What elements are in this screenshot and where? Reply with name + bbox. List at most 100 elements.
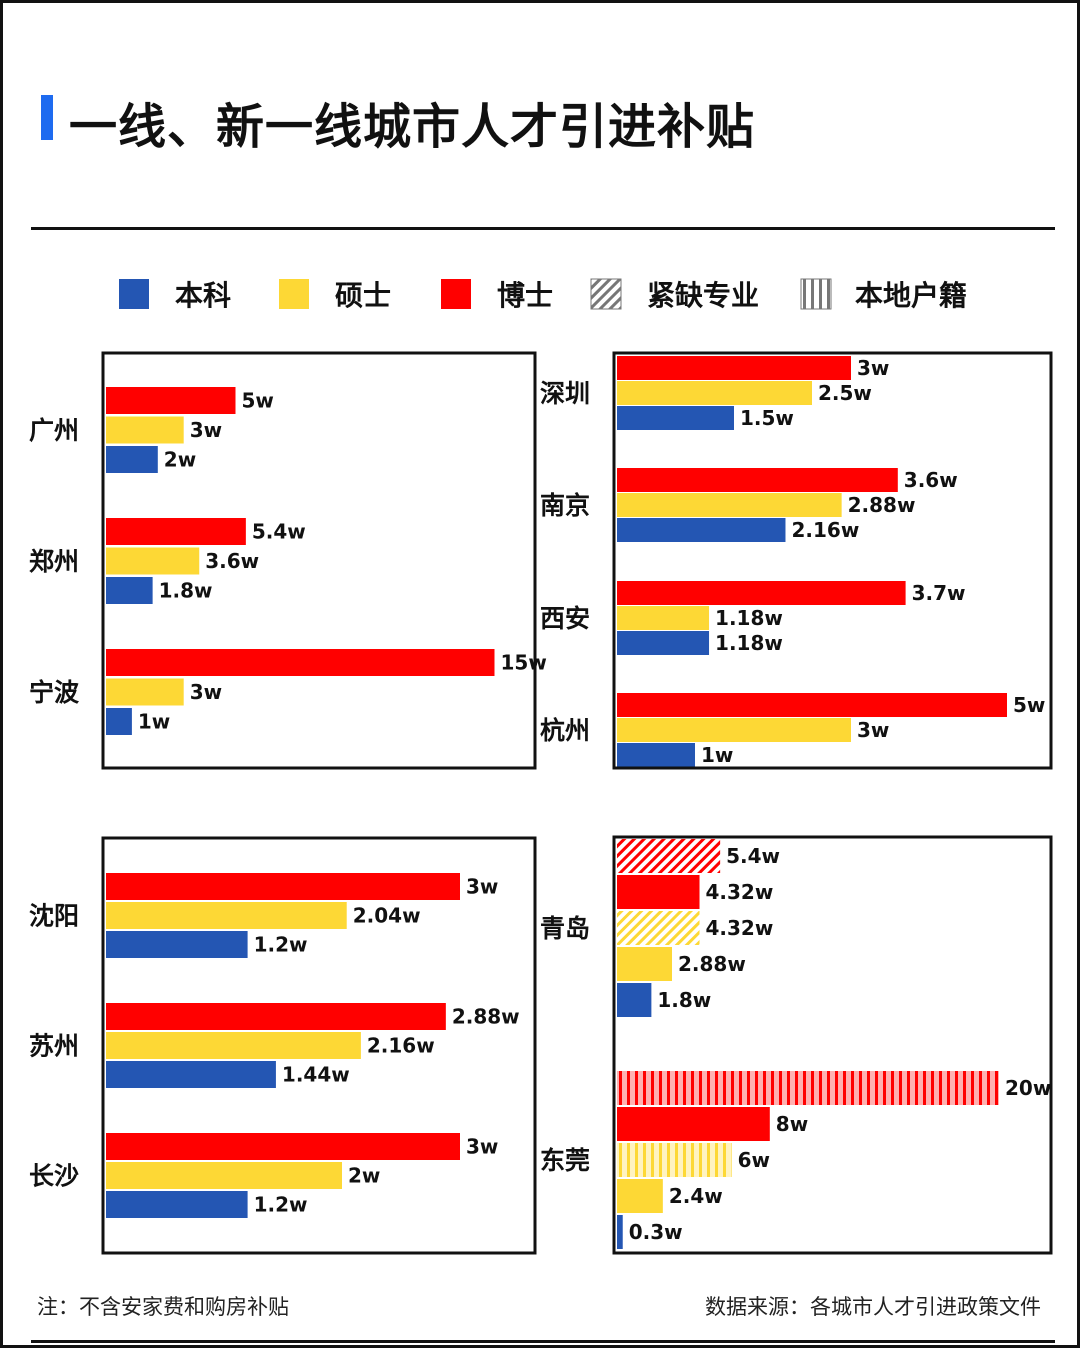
bar-value-label: 3.7w: [912, 581, 966, 605]
city-label: 宁波: [29, 678, 80, 707]
bar-value-label: 3.6w: [904, 468, 958, 492]
bar-苏州-本科: [106, 1061, 276, 1088]
bar-value-label: 5w: [1013, 693, 1045, 717]
bar-郑州-本科: [106, 577, 153, 604]
city-label: 青岛: [540, 914, 590, 943]
page-title: 一线、新一线城市人才引进补贴: [69, 99, 756, 155]
footnote-left: 注：不含安家费和购房补贴: [37, 1295, 289, 1319]
bar-value-label: 2.4w: [669, 1184, 723, 1208]
legend-label: 硕士: [335, 279, 391, 312]
bar-东莞-本科: [617, 1215, 623, 1249]
footnote-right: 数据来源：各城市人才引进政策文件: [705, 1295, 1041, 1319]
bar-value-label: 3w: [466, 875, 498, 899]
bar-苏州-硕士: [106, 1032, 361, 1059]
legend-swatch-0: [119, 279, 149, 309]
bottom-divider: [31, 1340, 1055, 1343]
bar-value-label: 2w: [348, 1164, 380, 1188]
panel-frame: [612, 351, 1053, 770]
bar-广州-硕士: [106, 416, 184, 444]
bar-value-label: 1.18w: [715, 631, 783, 655]
bar-value-label: 5.4w: [252, 520, 306, 544]
bar-value-label: 2.16w: [791, 518, 859, 542]
bar-value-label: 3w: [190, 680, 222, 704]
bar-苏州-博士: [106, 1003, 446, 1030]
bar-长沙-博士: [106, 1133, 460, 1160]
bar-郑州-博士: [106, 518, 246, 545]
bar-value-label: 1.5w: [740, 406, 794, 430]
city-label: 东莞: [540, 1146, 590, 1175]
bar-value-label: 1.8w: [159, 579, 213, 603]
bar-value-label: 3w: [857, 356, 889, 380]
legend-label: 本科: [175, 279, 231, 312]
bar-value-label: 2w: [164, 448, 196, 472]
bar-南京-博士: [617, 468, 898, 492]
bar-郑州-硕士: [106, 547, 200, 575]
bar-value-label: 1w: [138, 710, 170, 734]
panel-frame: [612, 835, 1053, 1255]
bar-value-label: 0.3w: [629, 1220, 683, 1244]
bar-value-label: 2.88w: [848, 493, 916, 517]
bar-长沙-硕士: [106, 1162, 342, 1189]
bar-青岛-硕士-紧缺专业: [617, 911, 700, 945]
bar-value-label: 6w: [738, 1148, 770, 1172]
bar-value-label: 1.2w: [254, 933, 308, 957]
city-label: 深圳: [540, 379, 590, 408]
bar-杭州-本科: [617, 743, 695, 767]
bar-广州-本科: [106, 446, 158, 473]
bar-青岛-博士-紧缺专业: [617, 839, 721, 873]
chart-canvas: 本科 硕士 博士 紧缺专业 本地户籍 5w 3w 2w 广州 5.4w 3.6w 1.8w 郑州 15w 3…: [29, 278, 1053, 1255]
city-label: 西安: [540, 604, 590, 633]
bar-value-label: 1.2w: [254, 1193, 308, 1217]
bar-东莞-博士: [617, 1107, 770, 1141]
bar-value-label: 1.18w: [715, 606, 783, 630]
bar-value-label: 2.88w: [678, 952, 746, 976]
bar-广州-博士: [106, 387, 236, 414]
bar-value-label: 1.8w: [657, 988, 711, 1012]
bar-杭州-博士: [617, 693, 1007, 717]
city-label: 南京: [540, 491, 590, 520]
bar-value-label: 5.4w: [726, 844, 780, 868]
city-label: 杭州: [540, 716, 590, 745]
bar-青岛-硕士: [617, 947, 673, 981]
bar-长沙-本科: [106, 1191, 248, 1218]
bar-value-label: 3w: [190, 418, 222, 442]
legend-label: 博士: [497, 279, 553, 312]
bar-value-label: 1w: [701, 743, 733, 767]
city-label: 沈阳: [29, 902, 79, 931]
bar-西安-本科: [617, 631, 710, 655]
bar-杭州-硕士: [617, 718, 851, 742]
bar-value-label: 2.5w: [818, 381, 872, 405]
bar-沈阳-硕士: [106, 902, 347, 929]
bar-沈阳-博士: [106, 873, 460, 900]
bar-宁波-本科: [106, 708, 132, 735]
bar-value-label: 2.04w: [353, 904, 421, 928]
bar-value-label: 4.32w: [706, 880, 774, 904]
legend-swatch-4: [800, 278, 832, 310]
bar-value-label: 1.44w: [282, 1063, 350, 1087]
bar-value-label: 4.32w: [706, 916, 774, 940]
panel-frame: [101, 351, 537, 770]
bar-青岛-本科: [617, 983, 652, 1017]
bar-深圳-本科: [617, 406, 734, 430]
bar-value-label: 3w: [466, 1135, 498, 1159]
bar-value-label: 5w: [242, 389, 274, 413]
legend-label: 紧缺专业: [647, 279, 759, 312]
legend-swatch-3: [590, 278, 622, 310]
bar-东莞-硕士-本地户籍: [617, 1143, 732, 1177]
title-accent-bar: [41, 95, 53, 140]
top-divider: [31, 227, 1055, 230]
legend-swatch-2: [441, 279, 471, 309]
bar-南京-本科: [617, 518, 786, 542]
bar-深圳-硕士: [617, 381, 812, 405]
bar-南京-硕士: [617, 493, 842, 517]
city-label: 苏州: [29, 1032, 79, 1061]
bar-西安-博士: [617, 581, 906, 605]
bar-value-label: 3w: [857, 718, 889, 742]
legend-swatch-1: [279, 279, 309, 309]
bar-value-label: 20w: [1005, 1076, 1051, 1100]
city-label: 长沙: [29, 1162, 79, 1191]
bar-value-label: 2.16w: [367, 1034, 435, 1058]
legend-label: 本地户籍: [855, 279, 967, 312]
bar-value-label: 3.6w: [205, 549, 259, 573]
